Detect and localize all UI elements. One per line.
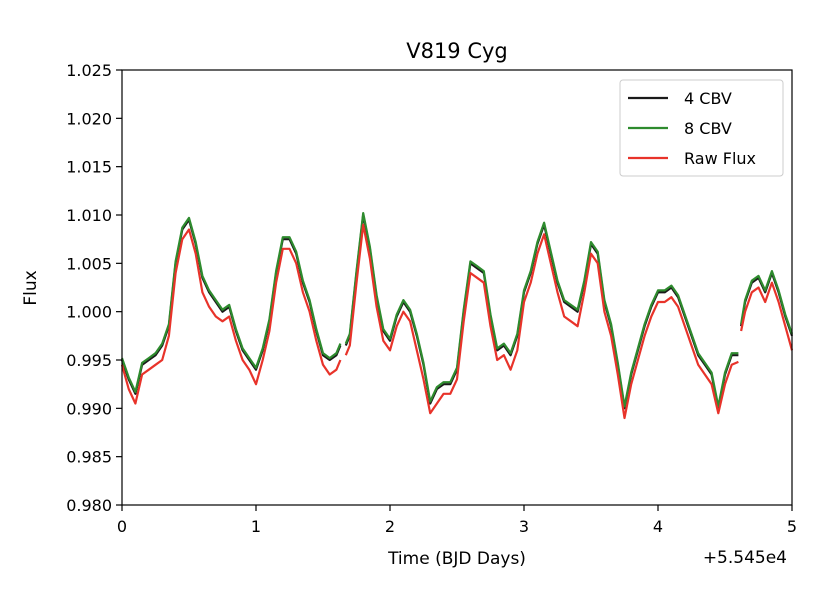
series-line-segment xyxy=(120,216,342,393)
x-tick-label: 0 xyxy=(117,517,127,536)
series-line-segment xyxy=(344,212,739,408)
x-tick-label: 3 xyxy=(519,517,529,536)
legend-label: Raw Flux xyxy=(684,149,756,168)
y-tick-label: 1.010 xyxy=(66,206,112,225)
plot-frame xyxy=(121,69,793,506)
legend: 4 CBV 8 CBV Raw Flux xyxy=(619,79,784,177)
series-line-segment xyxy=(120,228,342,405)
series-line-segment xyxy=(344,223,739,420)
y-tick-label: 0.995 xyxy=(66,351,112,370)
x-tick-label: 1 xyxy=(251,517,261,536)
series-line-segment xyxy=(740,281,794,351)
chart-title: V819 Cyg xyxy=(406,39,508,63)
y-tick-label: 1.015 xyxy=(66,158,112,177)
y-tick-label: 1.000 xyxy=(66,303,112,322)
y-axis-label: Flux xyxy=(21,270,41,305)
y-tick-label: 0.990 xyxy=(66,399,112,418)
y-tick-label: 0.985 xyxy=(66,448,112,467)
series-line-segment xyxy=(740,270,794,335)
series-raw-flux xyxy=(120,223,794,420)
x-tick-label: 2 xyxy=(385,517,395,536)
y-tick-label: 0.980 xyxy=(66,496,112,515)
series-8-cbv xyxy=(120,212,794,408)
x-axis-label: Time (BJD Days) xyxy=(387,549,526,569)
x-offset-label: +5.545e4 xyxy=(703,548,787,568)
legend-label: 4 CBV xyxy=(684,89,732,108)
y-tick-label: 1.025 xyxy=(66,61,112,80)
x-tick-label: 5 xyxy=(787,517,797,536)
legend-box xyxy=(619,79,784,177)
plot-lines xyxy=(120,212,794,420)
x-axis: 0 1 2 3 4 5 xyxy=(117,505,797,536)
x-tick-label: 4 xyxy=(653,517,663,536)
y-tick-label: 1.005 xyxy=(66,254,112,273)
y-axis: 0.980 0.985 0.990 0.995 1.000 1.005 1.010 1.015… xyxy=(66,61,122,515)
y-tick-label: 1.020 xyxy=(66,109,112,128)
legend-label: 8 CBV xyxy=(684,119,732,138)
